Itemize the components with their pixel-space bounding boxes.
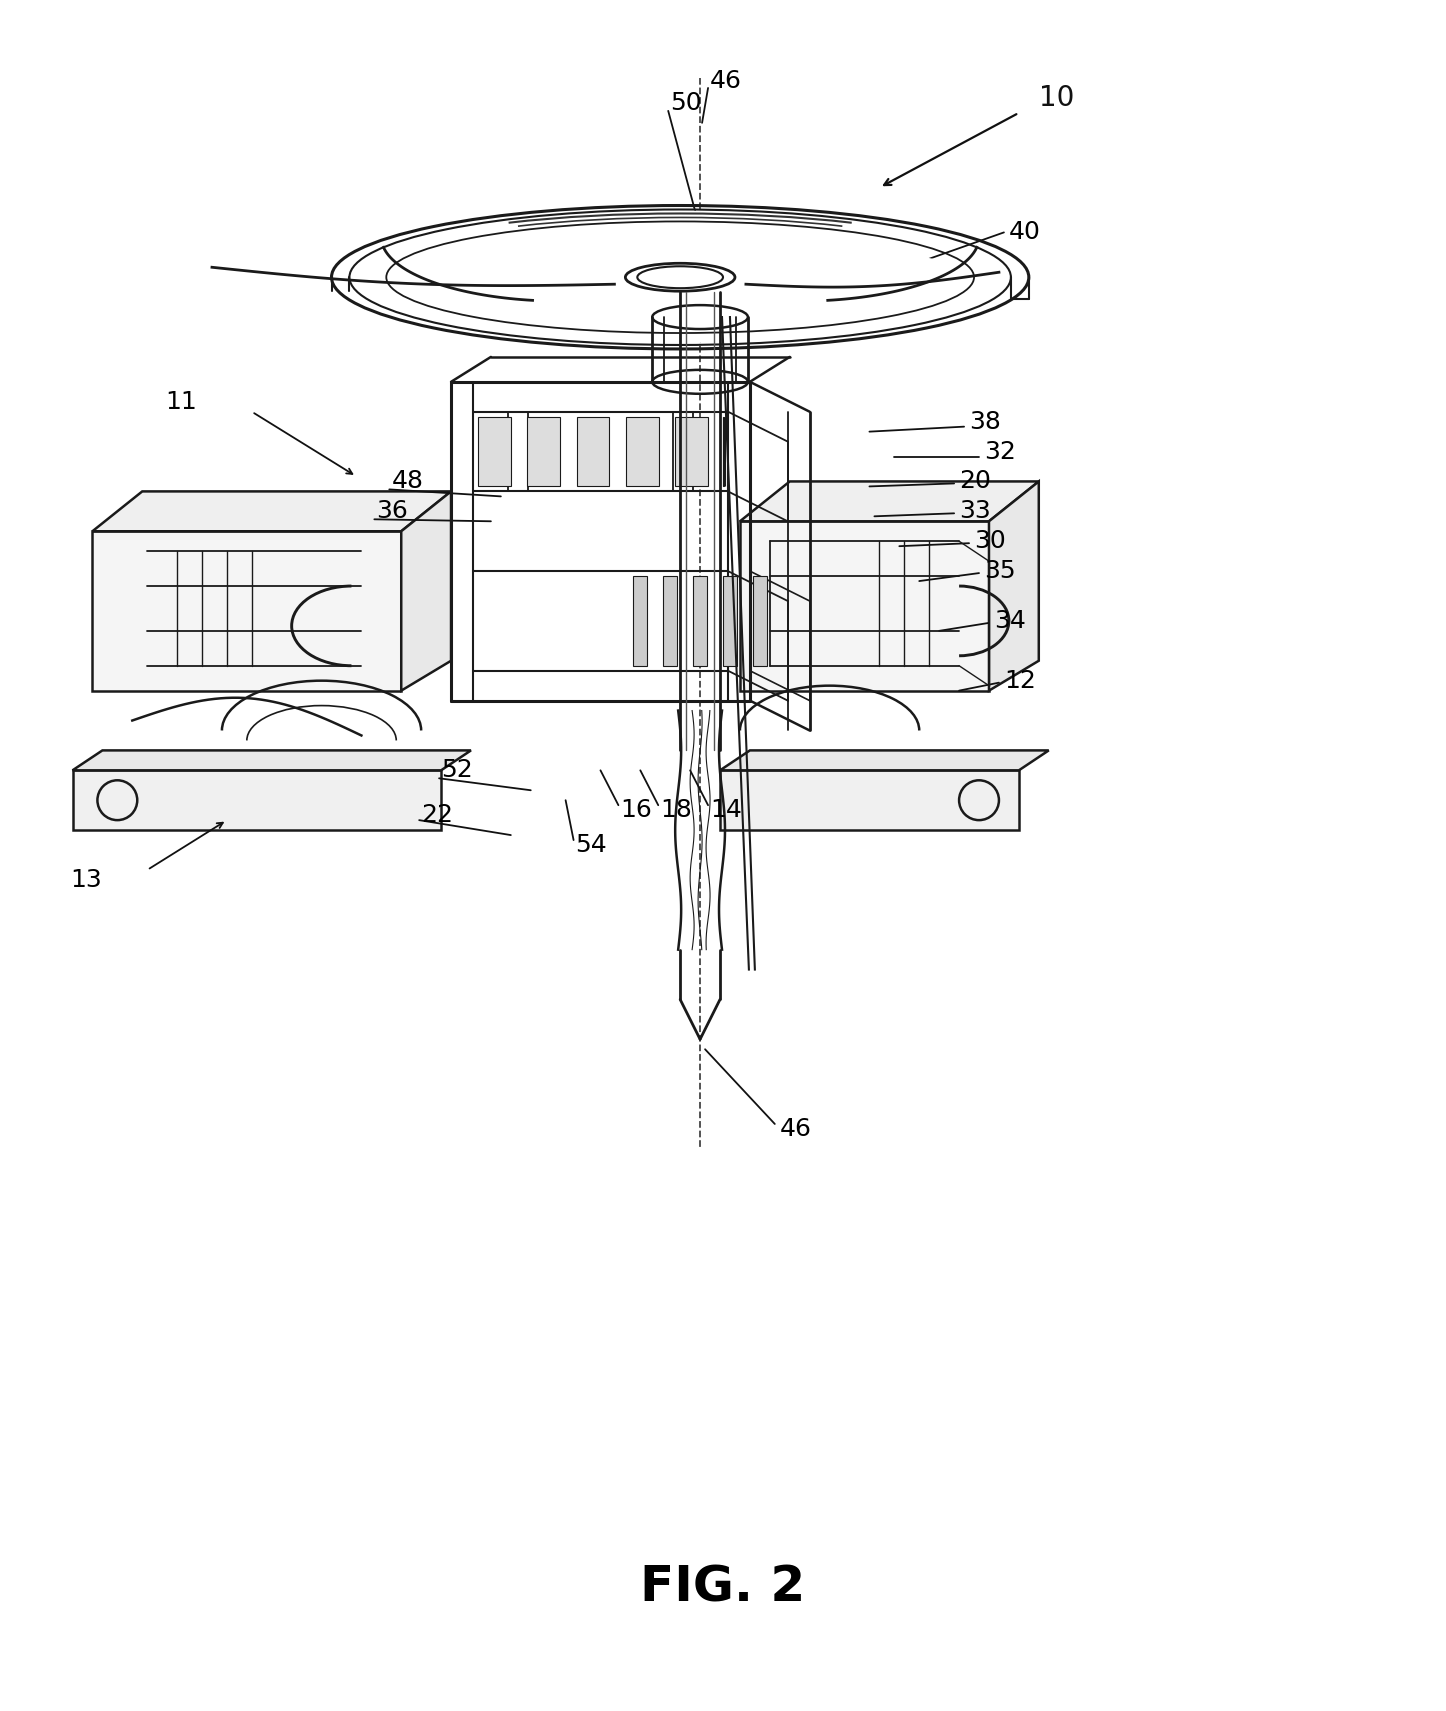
Bar <box>626 417 659 486</box>
Text: FIG. 2: FIG. 2 <box>641 1564 805 1612</box>
Text: 52: 52 <box>441 758 473 782</box>
Polygon shape <box>401 491 451 691</box>
Text: 11: 11 <box>165 390 197 414</box>
Text: 40: 40 <box>1009 221 1041 245</box>
Polygon shape <box>93 491 451 530</box>
Polygon shape <box>740 481 1038 522</box>
Text: 46: 46 <box>710 68 742 92</box>
Text: 34: 34 <box>993 609 1025 633</box>
Bar <box>633 577 648 666</box>
Polygon shape <box>72 770 441 830</box>
Text: 16: 16 <box>620 797 652 823</box>
Text: 30: 30 <box>975 529 1006 553</box>
Bar <box>664 577 677 666</box>
Text: 48: 48 <box>392 469 424 493</box>
Text: 13: 13 <box>71 867 103 891</box>
Polygon shape <box>720 770 1019 830</box>
Text: 46: 46 <box>779 1117 811 1141</box>
Text: 54: 54 <box>576 833 607 857</box>
Text: 38: 38 <box>969 409 1001 433</box>
Text: 33: 33 <box>959 500 991 524</box>
Bar <box>723 577 737 666</box>
Polygon shape <box>989 481 1038 691</box>
Text: 12: 12 <box>1004 669 1035 693</box>
Bar <box>753 577 766 666</box>
Text: 36: 36 <box>376 500 408 524</box>
Bar <box>528 417 560 486</box>
Text: 50: 50 <box>669 91 701 115</box>
Polygon shape <box>740 522 989 691</box>
Polygon shape <box>72 751 471 770</box>
Text: 18: 18 <box>661 797 693 823</box>
Bar <box>693 577 707 666</box>
Bar <box>479 417 510 486</box>
Text: 10: 10 <box>1038 84 1074 111</box>
Text: 22: 22 <box>421 802 453 826</box>
Text: 35: 35 <box>983 559 1015 583</box>
Bar <box>675 417 709 486</box>
Text: 14: 14 <box>710 797 742 823</box>
Polygon shape <box>337 207 1024 347</box>
Bar <box>577 417 609 486</box>
Text: 32: 32 <box>983 440 1017 464</box>
Text: 20: 20 <box>959 469 991 493</box>
Polygon shape <box>720 751 1048 770</box>
Polygon shape <box>93 530 401 691</box>
